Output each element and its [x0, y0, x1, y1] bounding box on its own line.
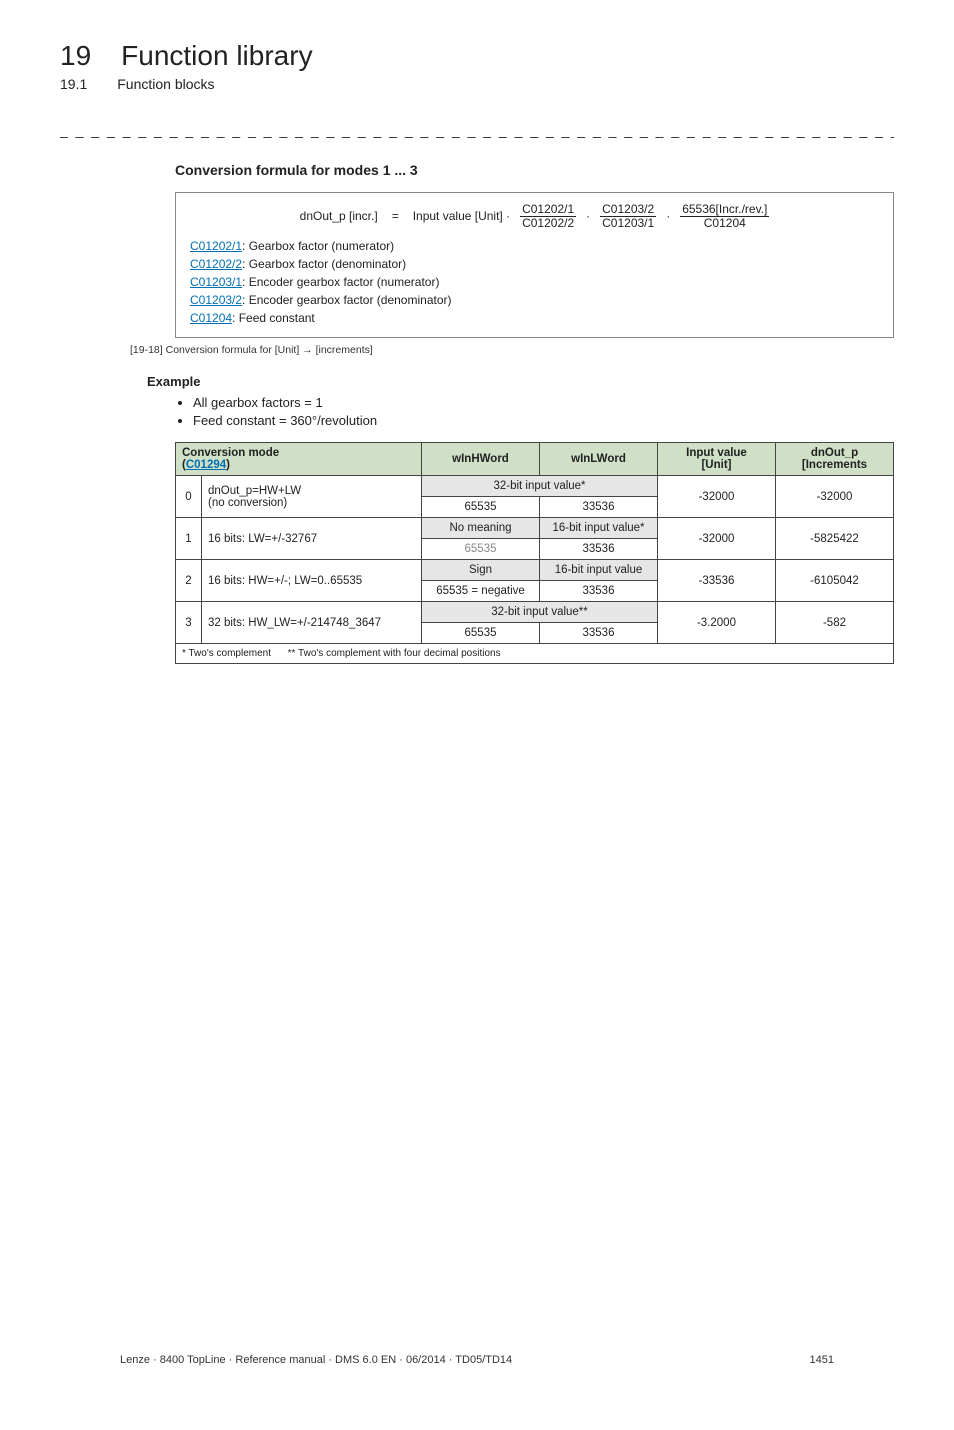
- table-header-winlword: wInLWord: [540, 443, 658, 476]
- cell-unit: -33536: [657, 560, 775, 602]
- figure-caption-text: Conversion formula for [Unit] → [increme…: [166, 344, 373, 356]
- dot-2: ·: [666, 207, 670, 225]
- cell-mode: 16 bits: LW=+/-32767: [202, 518, 422, 560]
- cell-span-label: 32-bit input value**: [422, 602, 658, 623]
- cell-incr: -6105042: [775, 560, 893, 602]
- param-link-c01202-1[interactable]: C01202/1: [190, 239, 242, 253]
- cell-incr: -32000: [775, 476, 893, 518]
- param-link-c01204[interactable]: C01204: [190, 311, 232, 325]
- cell-lw: 33536: [540, 497, 658, 518]
- cell-lw-label: 16-bit input value: [540, 560, 658, 581]
- fraction-1-numerator: C01202/1: [520, 203, 576, 217]
- param-link-c01203-1[interactable]: C01203/1: [190, 275, 242, 289]
- cell-idx: 3: [176, 602, 202, 644]
- divider: _ _ _ _ _ _ _ _ _ _ _ _ _ _ _ _ _ _ _ _ …: [60, 122, 894, 138]
- param-desc: : Gearbox factor (denominator): [242, 257, 406, 271]
- example-heading: Example: [147, 374, 894, 389]
- section-title: Function blocks: [117, 76, 214, 92]
- cell-hw: 65535: [422, 497, 540, 518]
- dot-1: ·: [586, 207, 590, 225]
- cell-idx: 0: [176, 476, 202, 518]
- table-header-dnout: dnOut_p [Increments: [775, 443, 893, 476]
- fraction-3-numerator: 65536[Incr./rev.]: [680, 203, 769, 217]
- cell-mode: 32 bits: HW_LW=+/-214748_3647: [202, 602, 422, 644]
- table-header-mode-label: Conversion mode: [182, 447, 279, 459]
- page-number: 1451: [810, 1354, 834, 1366]
- bullet-item: All gearbox factors = 1: [193, 395, 894, 410]
- equals-sign: =: [392, 207, 399, 225]
- param-link-c01203-2[interactable]: C01203/2: [190, 293, 242, 307]
- formula-link-line: C01203/2: Encoder gearbox factor (denomi…: [190, 291, 879, 309]
- cell-hw: 65535: [422, 623, 540, 644]
- cell-idx: 1: [176, 518, 202, 560]
- fraction-1-denominator: C01202/2: [520, 217, 576, 230]
- conversion-table: Conversion mode (C01294) wInHWord wInLWo…: [175, 442, 894, 664]
- table-row: 1 16 bits: LW=+/-32767 No meaning 16-bit…: [176, 518, 894, 539]
- fraction-2-numerator: C01203/2: [600, 203, 656, 217]
- cell-idx: 2: [176, 560, 202, 602]
- cell-text: dnOut_p=HW+LW: [208, 485, 301, 497]
- table-header-text: [Unit]: [701, 459, 731, 471]
- formula-link-line: C01203/1: Encoder gearbox factor (numera…: [190, 273, 879, 291]
- footnote-b: ** Two's complement with four decimal po…: [288, 648, 501, 659]
- cell-lw: 33536: [540, 581, 658, 602]
- section-number: 19.1: [60, 76, 87, 92]
- chapter-title: Function library: [121, 40, 312, 72]
- fraction-3-denominator: C01204: [702, 217, 748, 230]
- fraction-1: C01202/1 C01202/2: [520, 203, 576, 229]
- fraction-3: 65536[Incr./rev.] C01204: [680, 203, 769, 229]
- fraction-2-denominator: C01203/1: [600, 217, 656, 230]
- figure-caption-prefix: [19-18]: [130, 344, 163, 356]
- table-header-text: [Increments: [802, 459, 867, 471]
- table-header-mode: Conversion mode (C01294): [176, 443, 422, 476]
- cell-hw: 65535 = negative: [422, 581, 540, 602]
- table-footnote-row: * Two's complement ** Two's complement w…: [176, 644, 894, 664]
- table-row: 3 32 bits: HW_LW=+/-214748_3647 32-bit i…: [176, 602, 894, 623]
- param-desc: : Encoder gearbox factor (denominator): [242, 293, 451, 307]
- cell-unit: -32000: [657, 518, 775, 560]
- formula-box: dnOut_p [incr.] = Input value [Unit] · C…: [175, 192, 894, 338]
- param-link-c01294[interactable]: C01294: [186, 459, 226, 471]
- chapter-number: 19: [60, 40, 91, 72]
- cell-hw-label: Sign: [422, 560, 540, 581]
- fraction-2: C01203/2 C01203/1: [600, 203, 656, 229]
- cell-lw-label: 16-bit input value*: [540, 518, 658, 539]
- formula-link-line: C01204: Feed constant: [190, 309, 879, 327]
- param-desc: : Feed constant: [232, 311, 315, 325]
- param-link-c01202-2[interactable]: C01202/2: [190, 257, 242, 271]
- section-heading: Conversion formula for modes 1 ... 3: [175, 162, 894, 178]
- formula-lhs: dnOut_p [incr.]: [300, 207, 378, 225]
- cell-mode: dnOut_p=HW+LW (no conversion): [202, 476, 422, 518]
- cell-text: (no conversion): [208, 497, 287, 509]
- table-header-text: Input value: [686, 447, 747, 459]
- formula-link-line: C01202/2: Gearbox factor (denominator): [190, 255, 879, 273]
- param-desc: : Gearbox factor (numerator): [242, 239, 394, 253]
- bullet-item: Feed constant = 360°/revolution: [193, 413, 894, 428]
- cell-lw: 33536: [540, 623, 658, 644]
- cell-incr: -582: [775, 602, 893, 644]
- cell-mode: 16 bits: HW=+/-; LW=0..65535: [202, 560, 422, 602]
- table-header-input-value: Input value [Unit]: [657, 443, 775, 476]
- table-header-winhword: wInHWord: [422, 443, 540, 476]
- cell-hw-label: No meaning: [422, 518, 540, 539]
- cell-incr: -5825422: [775, 518, 893, 560]
- cell-hw: 65535: [422, 539, 540, 560]
- cell-unit: -32000: [657, 476, 775, 518]
- formula-link-line: C01202/1: Gearbox factor (numerator): [190, 237, 879, 255]
- footnote-a: * Two's complement: [182, 648, 271, 659]
- cell-lw: 33536: [540, 539, 658, 560]
- cell-unit: -3.2000: [657, 602, 775, 644]
- formula-rhs-lead: Input value [Unit] ·: [413, 207, 510, 225]
- table-row: 0 dnOut_p=HW+LW (no conversion) 32-bit i…: [176, 476, 894, 497]
- table-header-text: dnOut_p: [811, 447, 858, 459]
- cell-span-label: 32-bit input value*: [422, 476, 658, 497]
- footer-left: Lenze · 8400 TopLine · Reference manual …: [120, 1354, 512, 1366]
- param-desc: : Encoder gearbox factor (numerator): [242, 275, 439, 289]
- table-row: 2 16 bits: HW=+/-; LW=0..65535 Sign 16-b…: [176, 560, 894, 581]
- conversion-formula: dnOut_p [incr.] = Input value [Unit] · C…: [190, 203, 879, 229]
